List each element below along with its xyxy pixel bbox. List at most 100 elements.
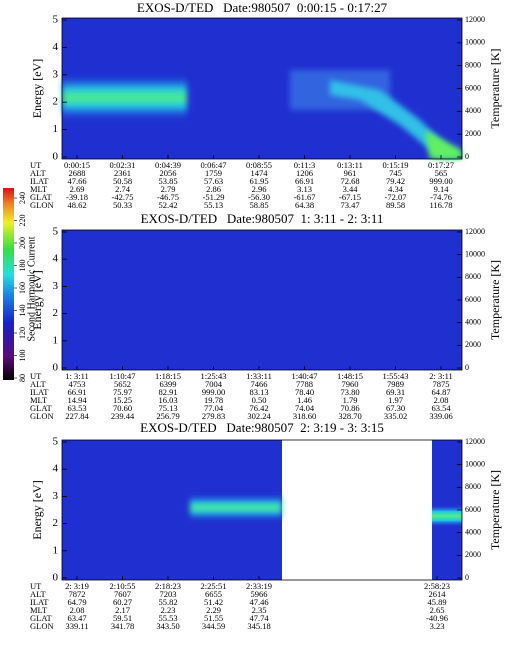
table-cell: 1:25:43 — [201, 371, 227, 381]
table-cell: 73.47 — [340, 200, 359, 210]
table-cell: 328.70 — [338, 411, 361, 421]
chart-title: EXOS-D/TED Date:980507 2: 3:19 - 3: 3:15 — [140, 420, 384, 435]
table-cell: 64.87 — [431, 387, 450, 397]
table-cell: 999.00 — [429, 176, 452, 186]
table-cell: 51.55 — [204, 613, 223, 623]
table-cell: 69.31 — [386, 387, 405, 397]
table-cell: 1:55:43 — [383, 371, 409, 381]
table-cell: 48.62 — [67, 200, 86, 210]
chart-title: EXOS-D/TED Date:980507 1: 3:11 - 2: 3:11 — [141, 211, 384, 226]
table-cell: 52.42 — [158, 200, 177, 210]
table-cell: 227.84 — [65, 411, 89, 421]
table-cell: 19.78 — [204, 395, 223, 405]
table-cell: 0:04:39 — [155, 160, 181, 170]
y2-tick-label: 0 — [465, 152, 469, 161]
row-label: ILAT — [30, 176, 49, 186]
table-cell: 0:02:31 — [110, 160, 136, 170]
y-tick-label: 1 — [53, 544, 59, 556]
table-cell: 1:10:47 — [110, 371, 136, 381]
table-cell: 0:00:15 — [64, 160, 90, 170]
table-cell: 70.86 — [340, 403, 359, 413]
table-cell: 335.02 — [384, 411, 407, 421]
row-label: ILAT — [30, 597, 49, 607]
table-cell: 82.91 — [158, 387, 177, 397]
y2-tick-label: 6000 — [465, 295, 481, 304]
row-label: ALT — [30, 168, 47, 178]
y2-tick-label: 8000 — [465, 482, 481, 491]
table-cell: 2.74 — [115, 184, 131, 194]
table-cell: 1474 — [251, 168, 269, 178]
colorbar-tick-label: 120 — [18, 327, 27, 339]
y-tick-label: 2 — [53, 96, 59, 108]
table-cell: 2361 — [114, 168, 131, 178]
table-cell: 2614 — [429, 589, 447, 599]
table-cell: 55.53 — [158, 613, 177, 623]
y2-tick-label: 8000 — [465, 272, 481, 281]
colorbar-tick-label: 220 — [18, 215, 27, 227]
table-cell: 53.85 — [158, 176, 177, 186]
y-tick-label: 5 — [53, 14, 59, 26]
y-tick-label: 3 — [53, 490, 59, 502]
table-cell: 16.03 — [158, 395, 177, 405]
table-cell: 4753 — [69, 379, 86, 389]
chart-title: EXOS-D/TED Date:980507 0:00:15 - 0:17:27 — [137, 0, 388, 15]
table-cell: 2: 3:19 — [65, 581, 89, 591]
table-cell: 74.04 — [295, 403, 315, 413]
table-cell: 78.40 — [295, 387, 314, 397]
table-cell: 1:48:15 — [337, 371, 363, 381]
table-cell: 73.80 — [340, 387, 359, 397]
table-cell: 45.89 — [427, 597, 446, 607]
y2-axis-label: Temperature [K] — [488, 260, 502, 340]
table-cell: 72.68 — [340, 176, 359, 186]
y2-tick-label: 4000 — [465, 527, 481, 536]
table-cell: 0.50 — [252, 395, 267, 405]
table-cell: 3.44 — [343, 184, 359, 194]
y-tick-label: 0 — [53, 362, 59, 374]
table-cell: 1.46 — [297, 395, 312, 405]
table-cell: 79.42 — [386, 176, 405, 186]
table-cell: 3.23 — [430, 621, 445, 631]
row-label: GLON — [30, 621, 54, 631]
spectrogram-image — [62, 440, 462, 580]
y2-tick-label: 12000 — [465, 437, 485, 446]
row-label: UT — [30, 581, 42, 591]
table-cell: 116.78 — [429, 200, 452, 210]
y-tick-label: 2 — [53, 517, 59, 529]
table-cell: 58.85 — [249, 200, 268, 210]
table-cell: 63.54 — [431, 403, 451, 413]
y2-tick-label: 0 — [465, 573, 469, 582]
y2-tick-label: 10000 — [465, 459, 485, 468]
table-cell: 2.23 — [161, 605, 176, 615]
table-cell: 999.00 — [202, 387, 225, 397]
table-cell: 2:25:51 — [201, 581, 227, 591]
table-cell: 76.42 — [249, 403, 268, 413]
table-cell: 2:58:23 — [424, 581, 450, 591]
colorbar-tick-label: 80 — [18, 374, 27, 382]
table-cell: 2056 — [160, 168, 177, 178]
table-cell: 745 — [389, 168, 402, 178]
table-cell: 55.13 — [204, 200, 223, 210]
table-cell: 0:13:11 — [337, 160, 363, 170]
table-cell: -61.67 — [294, 192, 316, 202]
y-tick-label: 1 — [53, 334, 59, 346]
spectrogram-image — [62, 18, 462, 159]
table-cell: 961 — [344, 168, 357, 178]
table-cell: 47.46 — [249, 597, 268, 607]
table-cell: 279.83 — [202, 411, 225, 421]
table-cell: 2:10:55 — [110, 581, 136, 591]
table-cell: 89.58 — [386, 200, 405, 210]
table-cell: -56.30 — [248, 192, 270, 202]
table-cell: 0:15:19 — [383, 160, 409, 170]
colorbar-tick-label: 180 — [18, 260, 27, 272]
table-cell: 9.14 — [434, 184, 450, 194]
y2-axis-label: Temperature [K] — [488, 470, 502, 550]
y2-tick-label: 4000 — [465, 317, 481, 326]
row-label: UT — [30, 160, 42, 170]
table-cell: 70.60 — [113, 403, 132, 413]
table-cell: 0:08:55 — [246, 160, 272, 170]
y2-tick-label: 10000 — [465, 249, 485, 258]
row-label: GLAT — [30, 403, 53, 413]
table-cell: 4.34 — [388, 184, 404, 194]
table-cell: 239.44 — [111, 411, 135, 421]
